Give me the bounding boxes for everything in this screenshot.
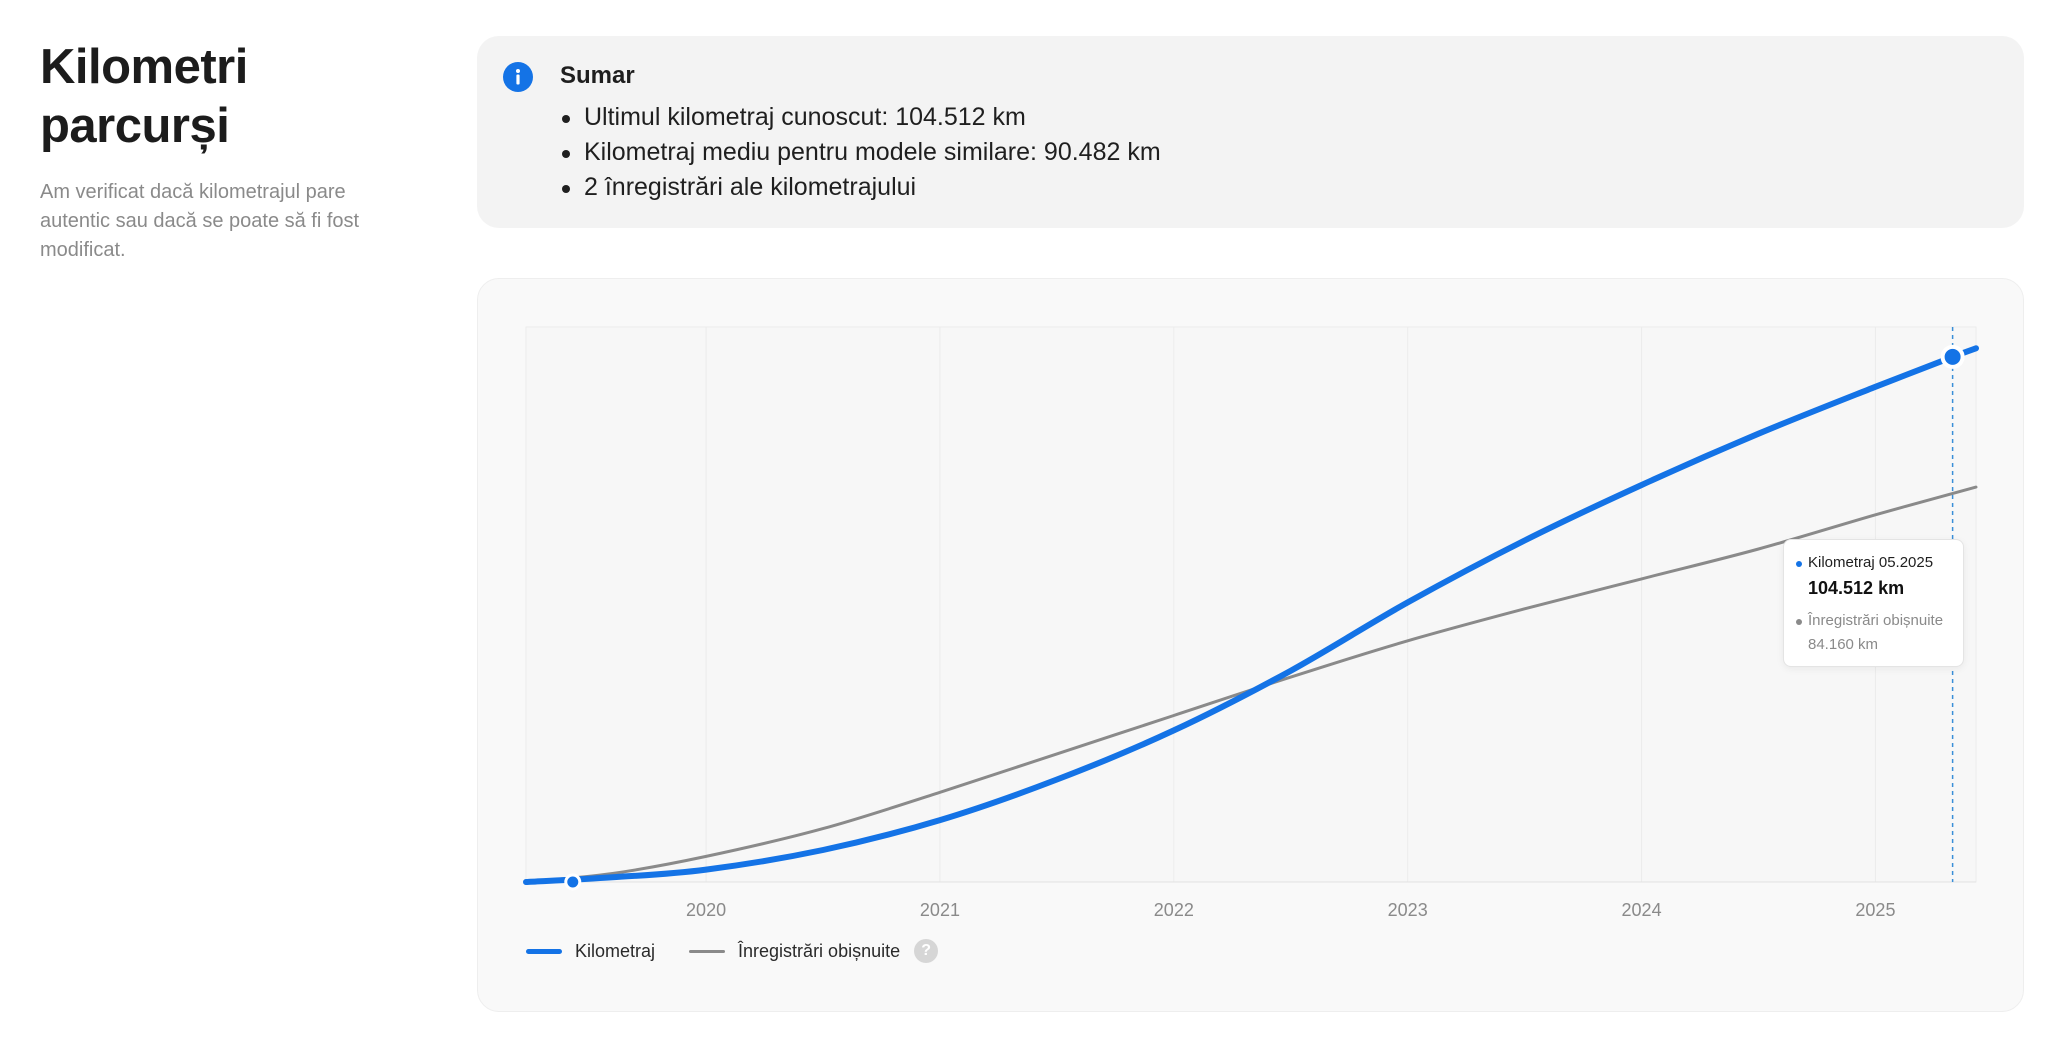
page-subtitle: Am verificat dacă kilometrajul pare aute… [40, 180, 360, 261]
x-tick-label-2022: 2022 [1154, 900, 1194, 920]
summary-card: Sumar Ultimul kilometraj cunoscut: 104.5… [477, 36, 2024, 228]
info-icon [503, 62, 533, 92]
plot-area [525, 326, 1977, 883]
tooltip-series1-value: 104.512 km [1808, 578, 1905, 598]
x-tick-label-2025: 2025 [1855, 900, 1895, 920]
legend-swatch-typical [689, 949, 726, 953]
help-icon[interactable]: ? [914, 939, 939, 963]
x-tick-label-2023: 2023 [1388, 900, 1428, 920]
summary-item-average-mileage: Kilometraj mediu pentru modele similare:… [560, 135, 1161, 170]
tooltip-series2-label: Înregistrări obișnuite [1808, 612, 1944, 629]
mileage-chart: 2020 2021 2022 2023 2024 2025 [523, 326, 1979, 920]
page-title: Kilometri parcurși [40, 40, 248, 153]
x-tick-label-2024: 2024 [1622, 900, 1662, 920]
legend-swatch-mileage [526, 948, 562, 954]
x-tick-label-2021: 2021 [920, 900, 960, 920]
page-header: Kilometri parcurși Am verificat dacă kil… [40, 38, 420, 265]
mileage-chart-card: 2020 2021 2022 2023 2024 2025 Kilometraj 05.2… [477, 278, 2024, 1012]
series-line-typical [524, 485, 1978, 884]
record-point-hover [1940, 344, 1965, 369]
x-tick-label-2020: 2020 [686, 900, 726, 920]
record-point-start [564, 873, 582, 891]
summary-item-record-count: 2 înregistrări ale kilometrajului [560, 170, 1161, 205]
summary-item-last-mileage: Ultimul kilometraj cunoscut: 104.512 km [560, 100, 1161, 135]
series-line-mileage [523, 345, 1979, 885]
chart-tooltip: Kilometraj 05.2025 104.512 km Înregistră… [1783, 539, 1964, 667]
legend-label-mileage: Kilometraj [575, 940, 656, 961]
chart-legend: Kilometraj Înregistrări obișnuite ? [526, 939, 939, 963]
summary-title: Sumar [560, 62, 635, 89]
legend-label-typical: Înregistrări obișnuite [738, 940, 901, 961]
summary-list: Ultimul kilometraj cunoscut: 104.512 km … [560, 100, 1161, 205]
legend-item-typical[interactable]: Înregistrări obișnuite [689, 941, 900, 962]
tooltip-series2-value: 84.160 km [1808, 636, 1879, 653]
tooltip-series2-dot [1796, 619, 1802, 625]
tooltip-series1-dot [1796, 561, 1802, 567]
legend-item-mileage[interactable]: Kilometraj [526, 941, 655, 962]
tooltip-series1-label: Kilometraj 05.2025 [1808, 554, 1934, 571]
